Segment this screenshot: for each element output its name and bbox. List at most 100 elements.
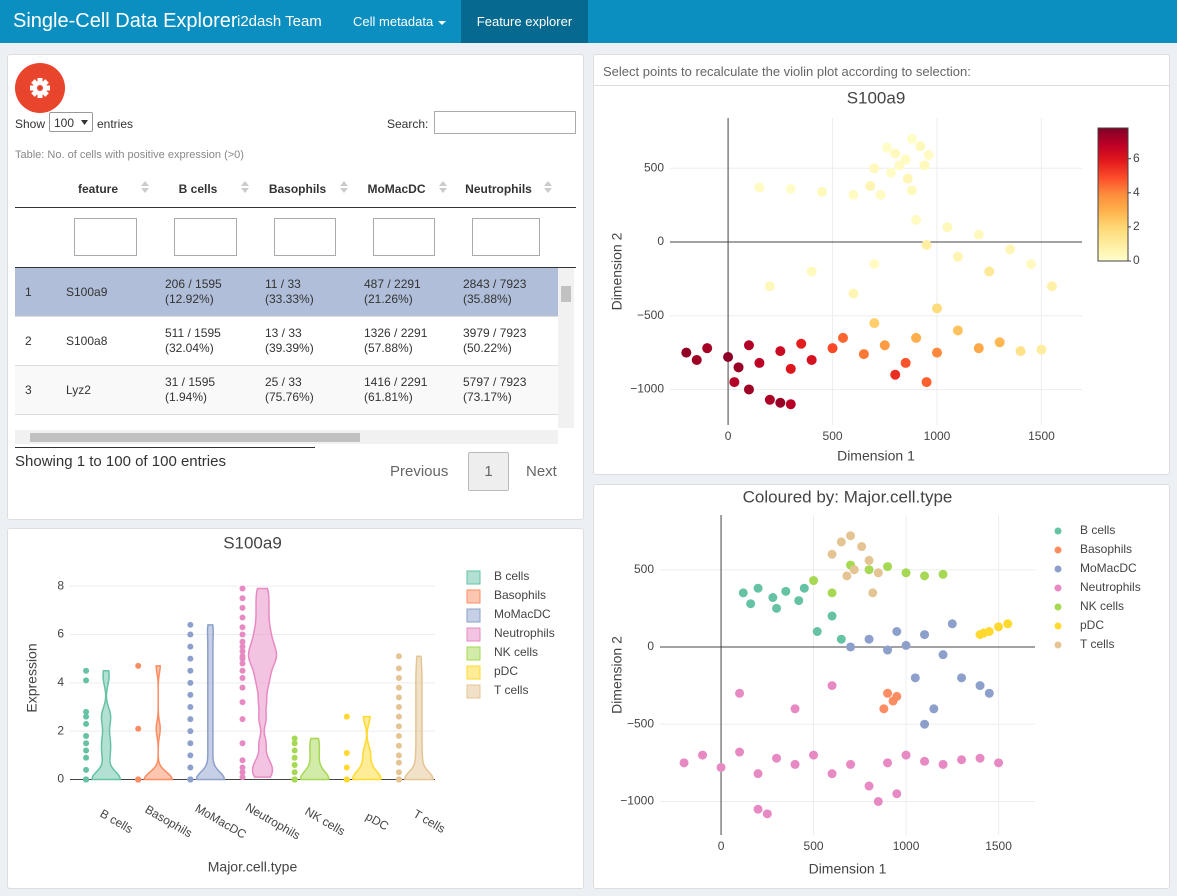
point bbox=[716, 762, 726, 772]
table-row[interactable]: 1 S100a9 206 / 1595 (12.92%) 11 / 33 (33.33%)… bbox=[15, 268, 558, 317]
point bbox=[827, 549, 837, 559]
x-axis-label: Dimension 1 bbox=[809, 861, 887, 877]
pagination-previous[interactable]: Previous bbox=[390, 463, 449, 480]
data-table: feature B cells Basophils MoMacDC Neutrophil… bbox=[15, 170, 576, 448]
column-filter[interactable] bbox=[373, 218, 435, 256]
point bbox=[679, 758, 689, 768]
point bbox=[848, 189, 859, 200]
y-tick-label: 500 bbox=[644, 160, 664, 174]
column-filter[interactable] bbox=[472, 218, 540, 256]
point bbox=[781, 586, 791, 596]
point bbox=[869, 163, 880, 174]
entries-label: entries bbox=[97, 117, 134, 131]
filter-rule bbox=[15, 267, 576, 268]
point bbox=[790, 759, 800, 769]
row-cell: (33.33%) bbox=[265, 292, 314, 306]
legend-swatch bbox=[466, 570, 481, 585]
y-tick-label: 0 bbox=[647, 639, 654, 653]
pagination-next[interactable]: Next bbox=[526, 463, 557, 480]
row-cell: (1.94%) bbox=[165, 390, 208, 404]
point bbox=[827, 769, 837, 779]
violin-point bbox=[343, 764, 350, 771]
legend-label: NK cells bbox=[1080, 599, 1124, 613]
point bbox=[809, 750, 819, 760]
point bbox=[836, 634, 846, 644]
point bbox=[873, 568, 883, 578]
point bbox=[881, 142, 892, 153]
violin-point bbox=[395, 742, 402, 749]
column-filter[interactable] bbox=[74, 218, 137, 256]
point bbox=[868, 588, 878, 598]
column-filter[interactable] bbox=[274, 218, 336, 256]
y-tick-label: 8 bbox=[57, 578, 64, 592]
point bbox=[735, 688, 745, 698]
point bbox=[900, 154, 911, 165]
violin-point bbox=[187, 776, 194, 783]
point bbox=[865, 180, 876, 191]
point bbox=[827, 611, 837, 621]
table-row[interactable]: 3 Lyz2 31 / 1595 (1.94%) 25 / 33 (75.76%) 1416… bbox=[15, 366, 558, 415]
point bbox=[901, 640, 911, 650]
point bbox=[753, 769, 763, 779]
row-cell: 206 / 1595 bbox=[165, 277, 222, 291]
column-header[interactable]: Basophils bbox=[268, 182, 327, 196]
violin-point bbox=[187, 643, 194, 650]
y-axis-label: Dimension 2 bbox=[609, 636, 625, 714]
column-header[interactable]: Neutrophils bbox=[465, 182, 532, 196]
violin-point bbox=[395, 675, 402, 681]
x-tick-label: T cells bbox=[411, 807, 448, 836]
search-input[interactable] bbox=[434, 111, 576, 134]
column-header[interactable]: B cells bbox=[178, 182, 218, 196]
table-row[interactable]: 2 S100a8 511 / 1595 (32.04%) 13 / 33 (39.39%)… bbox=[15, 317, 558, 366]
violin-point bbox=[187, 752, 194, 759]
legend-label: T cells bbox=[1080, 637, 1114, 651]
violin-point bbox=[239, 757, 246, 764]
row-feature: Lyz2 bbox=[66, 383, 91, 397]
point bbox=[919, 160, 930, 171]
violin-point bbox=[135, 776, 142, 783]
violin-point bbox=[239, 769, 246, 776]
sort-icon[interactable] bbox=[340, 180, 348, 194]
sort-icon[interactable] bbox=[241, 180, 249, 194]
row-cell: (61.81%) bbox=[364, 390, 413, 404]
point bbox=[864, 781, 874, 791]
point bbox=[921, 239, 932, 250]
violin-point bbox=[239, 604, 246, 611]
row-cell: 3979 / 7923 bbox=[463, 326, 527, 340]
point bbox=[799, 583, 809, 593]
nav-tab[interactable]: Cell metadata bbox=[353, 0, 447, 43]
sort-icon[interactable] bbox=[544, 180, 552, 194]
nav-tab-label[interactable]: Cell metadata bbox=[353, 14, 434, 29]
point bbox=[911, 332, 922, 343]
legend-swatch bbox=[466, 665, 481, 680]
column-header[interactable]: MoMacDC bbox=[367, 182, 426, 196]
sort-icon[interactable] bbox=[141, 180, 149, 194]
point bbox=[901, 750, 911, 760]
colorbar-tick-label: 6 bbox=[1133, 151, 1140, 165]
brand[interactable]: Single-Cell Data Explorer bbox=[13, 10, 238, 32]
violin-point bbox=[343, 749, 350, 756]
violin-point bbox=[187, 728, 194, 735]
y-tick-label: −500 bbox=[627, 716, 654, 730]
legend-label: Basophils bbox=[1080, 542, 1132, 556]
sort-icon[interactable] bbox=[439, 180, 447, 194]
legend-label: Neutrophils bbox=[1080, 580, 1141, 594]
violin-point bbox=[291, 747, 298, 754]
settings-button[interactable] bbox=[14, 63, 66, 115]
violin-point bbox=[395, 653, 402, 660]
pagination-page[interactable]: 1 bbox=[468, 452, 509, 491]
y-tick-label: −1000 bbox=[630, 382, 664, 396]
legend-swatch bbox=[466, 646, 481, 661]
y-tick-label: 500 bbox=[634, 562, 654, 576]
point bbox=[952, 325, 963, 336]
entries-select[interactable]: 100 bbox=[49, 112, 93, 132]
violin-point bbox=[395, 769, 402, 776]
entries-select-value[interactable]: 100 bbox=[54, 116, 75, 130]
column-header[interactable]: feature bbox=[77, 182, 118, 196]
violin-point bbox=[395, 665, 402, 672]
column-filter[interactable] bbox=[174, 218, 237, 256]
y-tick-label: 6 bbox=[57, 627, 64, 641]
legend-swatch bbox=[466, 627, 481, 642]
nav-tab-active[interactable]: Feature explorer bbox=[461, 0, 588, 43]
